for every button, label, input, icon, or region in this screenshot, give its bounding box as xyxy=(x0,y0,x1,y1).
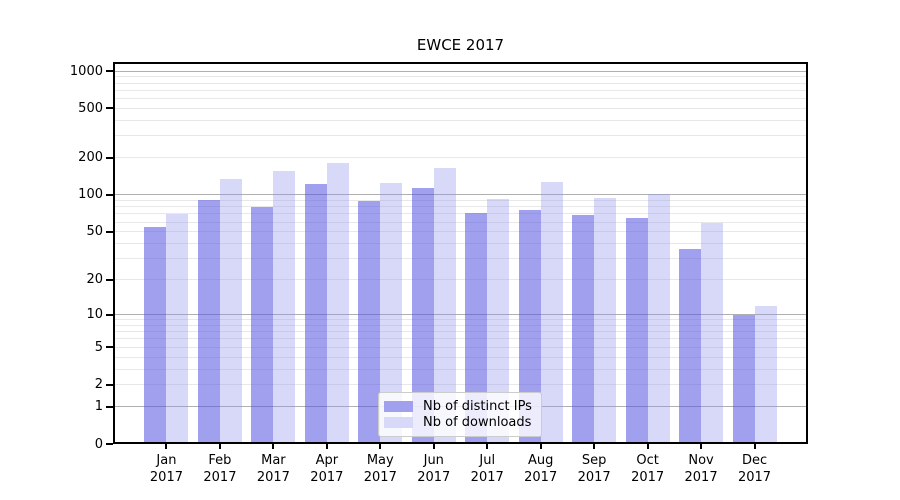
legend: Nb of distinct IPs Nb of downloads xyxy=(378,392,542,437)
x-tick-month: Sep xyxy=(581,453,607,468)
y-tick-mark xyxy=(106,230,113,233)
x-tick-label-oct: Oct 2017 xyxy=(616,452,680,486)
x-tick-mark xyxy=(486,444,489,449)
x-tick-mark xyxy=(165,444,168,449)
y-tick-mark xyxy=(106,405,113,408)
x-tick-month: Jan xyxy=(156,453,177,468)
x-tick-label-may: May 2017 xyxy=(348,452,412,486)
legend-swatch-downloads-icon xyxy=(384,417,413,428)
x-tick-month: Jun xyxy=(423,453,444,468)
x-tick-mark xyxy=(272,444,275,449)
y-tick-mark xyxy=(106,107,113,110)
y-tick-label: 50 xyxy=(86,224,103,240)
y-tick-label: 100 xyxy=(78,187,103,203)
legend-item-downloads: Nb of downloads xyxy=(384,415,535,430)
x-tick-mark xyxy=(432,444,435,449)
x-tick-month: Jul xyxy=(479,453,496,468)
x-tick-label-aug: Aug 2017 xyxy=(509,452,573,486)
x-tick-label-sep: Sep 2017 xyxy=(562,452,626,486)
x-tick-label-jan: Jan 2017 xyxy=(134,452,198,486)
x-tick-label-dec: Dec 2017 xyxy=(723,452,787,486)
y-tick-label: 200 xyxy=(78,150,103,166)
x-tick-label-jul: Jul 2017 xyxy=(455,452,519,486)
y-tick-label: 500 xyxy=(78,100,103,116)
y-tick-mark xyxy=(106,346,113,349)
x-tick-mark xyxy=(700,444,703,449)
x-tick-month: Dec xyxy=(741,453,768,468)
x-tick-month: Feb xyxy=(208,453,232,468)
x-tick-year: 2017 xyxy=(417,470,451,485)
y-tick-label: 5 xyxy=(94,339,103,355)
y-tick-label: 1000 xyxy=(69,63,103,79)
x-tick-year: 2017 xyxy=(149,470,183,485)
x-tick-year: 2017 xyxy=(631,470,665,485)
legend-swatch-distinct-ips-icon xyxy=(384,401,413,412)
x-tick-label-mar: Mar 2017 xyxy=(241,452,305,486)
x-tick-label-jun: Jun 2017 xyxy=(402,452,466,486)
legend-label-downloads: Nb of downloads xyxy=(423,415,532,430)
y-tick-mark xyxy=(106,443,113,445)
y-tick-mark xyxy=(106,70,113,72)
y-tick-mark xyxy=(106,156,113,159)
x-tick-year: 2017 xyxy=(203,470,237,485)
y-tick-mark xyxy=(106,278,113,281)
x-tick-label-feb: Feb 2017 xyxy=(188,452,252,486)
x-tick-mark xyxy=(325,444,328,449)
x-tick-year: 2017 xyxy=(684,470,718,485)
y-tick-label: 1 xyxy=(94,399,103,415)
x-tick-year: 2017 xyxy=(577,470,611,485)
x-tick-year: 2017 xyxy=(256,470,290,485)
x-tick-year: 2017 xyxy=(737,470,772,485)
y-tick-mark xyxy=(106,383,113,386)
x-tick-year: 2017 xyxy=(524,470,558,485)
x-tick-mark xyxy=(753,444,756,449)
x-tick-mark xyxy=(593,444,596,449)
y-tick-label: 10 xyxy=(86,307,103,323)
y-tick-label: 20 xyxy=(86,272,103,288)
x-tick-month: May xyxy=(366,453,394,468)
legend-label-distinct-ips: Nb of distinct IPs xyxy=(423,399,532,414)
chart-title: EWCE 2017 xyxy=(416,36,505,54)
x-tick-month: Mar xyxy=(261,453,286,468)
plot-area-border xyxy=(113,62,808,444)
x-tick-year: 2017 xyxy=(470,470,504,485)
x-tick-month: Oct xyxy=(636,453,659,468)
x-tick-mark xyxy=(379,444,382,449)
x-tick-label-nov: Nov 2017 xyxy=(669,452,733,486)
x-tick-mark xyxy=(646,444,649,449)
legend-item-distinct-ips: Nb of distinct IPs xyxy=(384,399,535,414)
x-tick-year: 2017 xyxy=(363,470,397,485)
x-tick-mark xyxy=(539,444,542,449)
y-tick-mark xyxy=(106,193,113,196)
x-tick-month: Nov xyxy=(688,453,714,468)
x-tick-label-apr: Apr 2017 xyxy=(295,452,359,486)
y-tick-label: 0 xyxy=(94,436,103,452)
x-tick-year: 2017 xyxy=(310,470,344,485)
y-tick-label: 2 xyxy=(94,377,103,393)
y-tick-mark xyxy=(106,313,113,316)
x-tick-mark xyxy=(218,444,221,449)
x-tick-month: Apr xyxy=(315,453,339,468)
x-tick-month: Aug xyxy=(527,453,554,468)
